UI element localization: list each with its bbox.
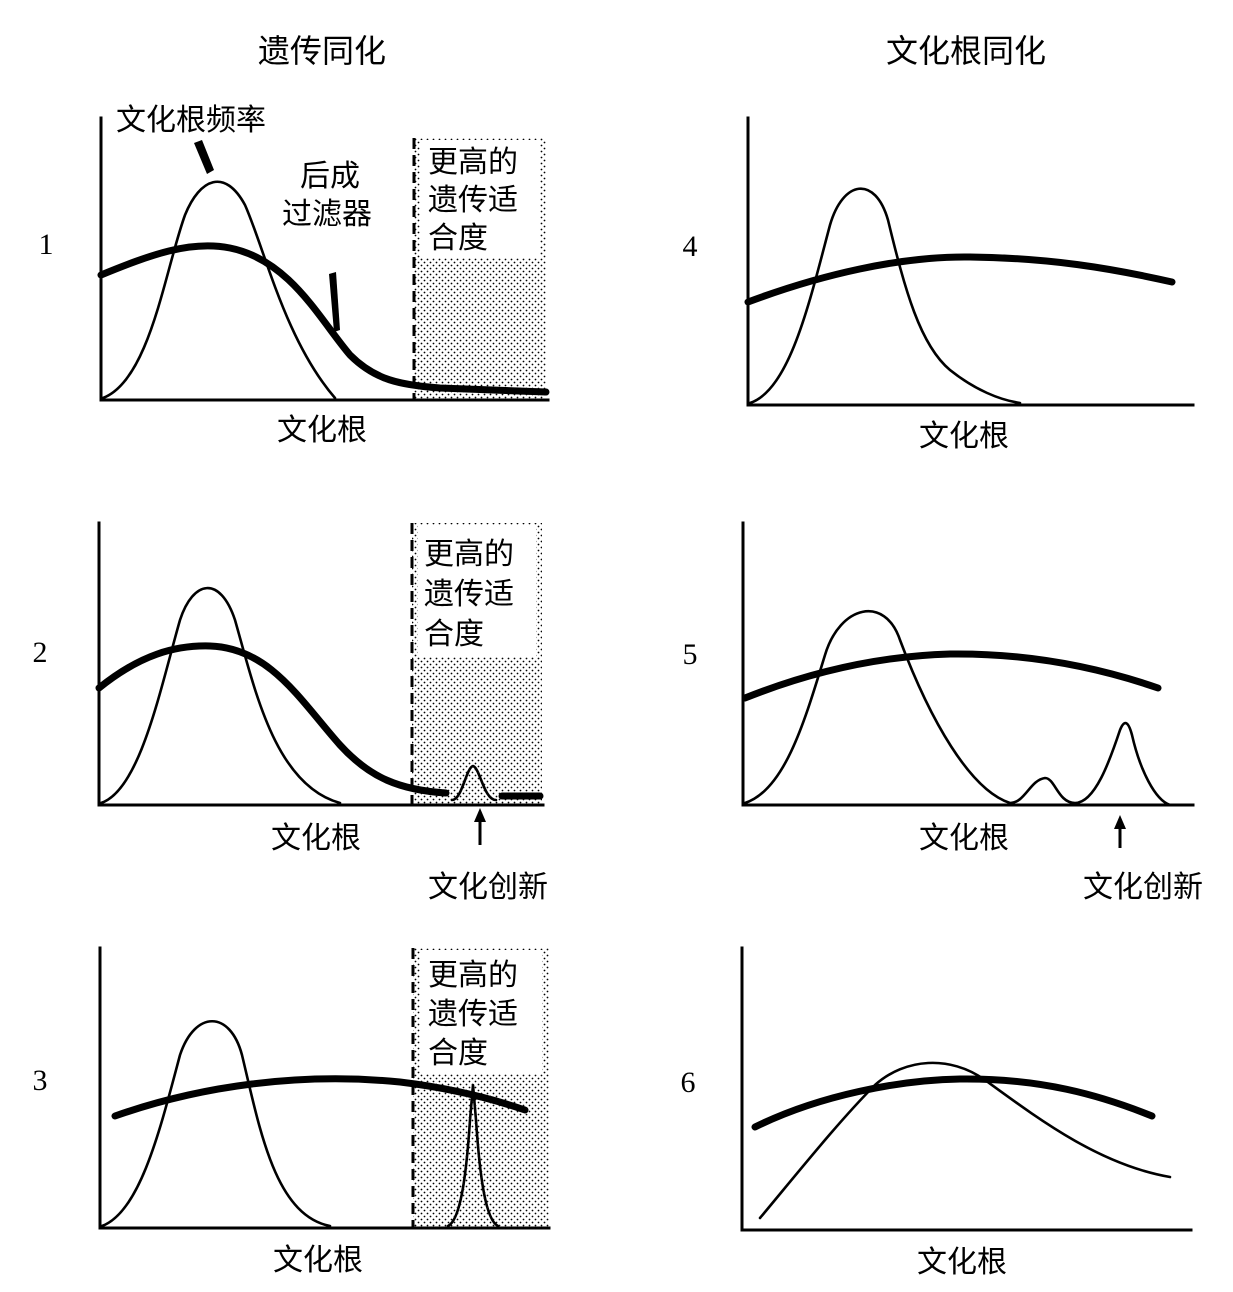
fitness-label-line3: 合度 — [428, 1036, 488, 1071]
filter-pointer — [329, 272, 340, 332]
frequency-curve — [101, 180, 337, 400]
fitness-label-line2: 遗传适 — [424, 577, 514, 612]
frequency-curve — [748, 187, 1022, 405]
innovation-arrowhead — [474, 808, 486, 822]
fitness-label-line2: 遗传适 — [428, 997, 518, 1032]
fitness-label-line1: 更高的 — [424, 537, 514, 572]
filter-curve — [111, 1075, 529, 1120]
filter-curve — [97, 242, 550, 396]
filter-label-line1: 后成 — [300, 159, 360, 194]
innovation-peak — [446, 1083, 500, 1228]
panel-number: 5 — [683, 638, 698, 671]
axes — [99, 116, 550, 402]
panel-number: 1 — [39, 228, 54, 261]
filter-curve — [95, 642, 450, 797]
x-axis-label: 文化根 — [277, 413, 367, 448]
fitness-label-line3: 合度 — [428, 221, 488, 256]
panel-5: 5 文化根 文化创新 — [683, 521, 1203, 905]
frequency-curve — [100, 1019, 332, 1228]
x-axis-label: 文化根 — [271, 821, 361, 856]
frequency-label: 文化根频率 — [116, 103, 266, 138]
panel-number: 4 — [683, 230, 698, 263]
innovation-peak — [450, 764, 498, 802]
fitness-label-bg — [418, 525, 536, 657]
axes — [741, 521, 1195, 807]
right-column-title: 文化根同化 — [886, 32, 1046, 70]
fitness-label-line2: 遗传适 — [428, 183, 518, 218]
filter-curve — [741, 650, 1162, 702]
left-column-title: 遗传同化 — [258, 32, 386, 70]
filter-curve — [744, 253, 1176, 306]
fitness-label-bg — [420, 140, 540, 258]
innovation-arrowhead — [1114, 815, 1126, 829]
panel-4: 4 文化根 — [683, 116, 1195, 454]
x-axis-label: 文化根 — [919, 821, 1009, 856]
frequency-pointer — [194, 140, 214, 174]
x-axis-label: 文化根 — [273, 1243, 363, 1278]
frequency-curve — [758, 1061, 1172, 1220]
panel-1: 文化根频率 后成 过滤器 更高的 遗传适 合度 1 文化根 — [39, 103, 550, 448]
fitness-label-line1: 更高的 — [428, 958, 518, 993]
frequency-curve — [99, 586, 342, 805]
x-axis-label: 文化根 — [919, 419, 1009, 454]
fitness-label-line3: 合度 — [424, 617, 484, 652]
innovation-label: 文化创新 — [1083, 870, 1203, 905]
panel-3: 更高的 遗传适 合度 3 文化根 — [33, 946, 551, 1278]
x-axis-label: 文化根 — [917, 1245, 1007, 1280]
panel-number: 2 — [33, 636, 48, 669]
panel-6: 6 文化根 — [681, 946, 1193, 1280]
fitness-label-line1: 更高的 — [428, 145, 518, 180]
frequency-curve — [743, 610, 1172, 807]
filter-label-line2: 过滤器 — [282, 197, 372, 232]
axes — [740, 946, 1193, 1232]
panel-number: 6 — [681, 1066, 696, 1099]
axes — [98, 946, 551, 1230]
axes — [746, 116, 1195, 407]
panel-number: 3 — [33, 1064, 48, 1097]
axes — [97, 521, 545, 807]
fitness-label-bg — [420, 950, 542, 1074]
innovation-label: 文化创新 — [428, 870, 548, 905]
panel-2: 更高的 遗传适 合度 2 文化根 文化创新 — [33, 521, 548, 905]
filter-curve — [751, 1075, 1156, 1131]
